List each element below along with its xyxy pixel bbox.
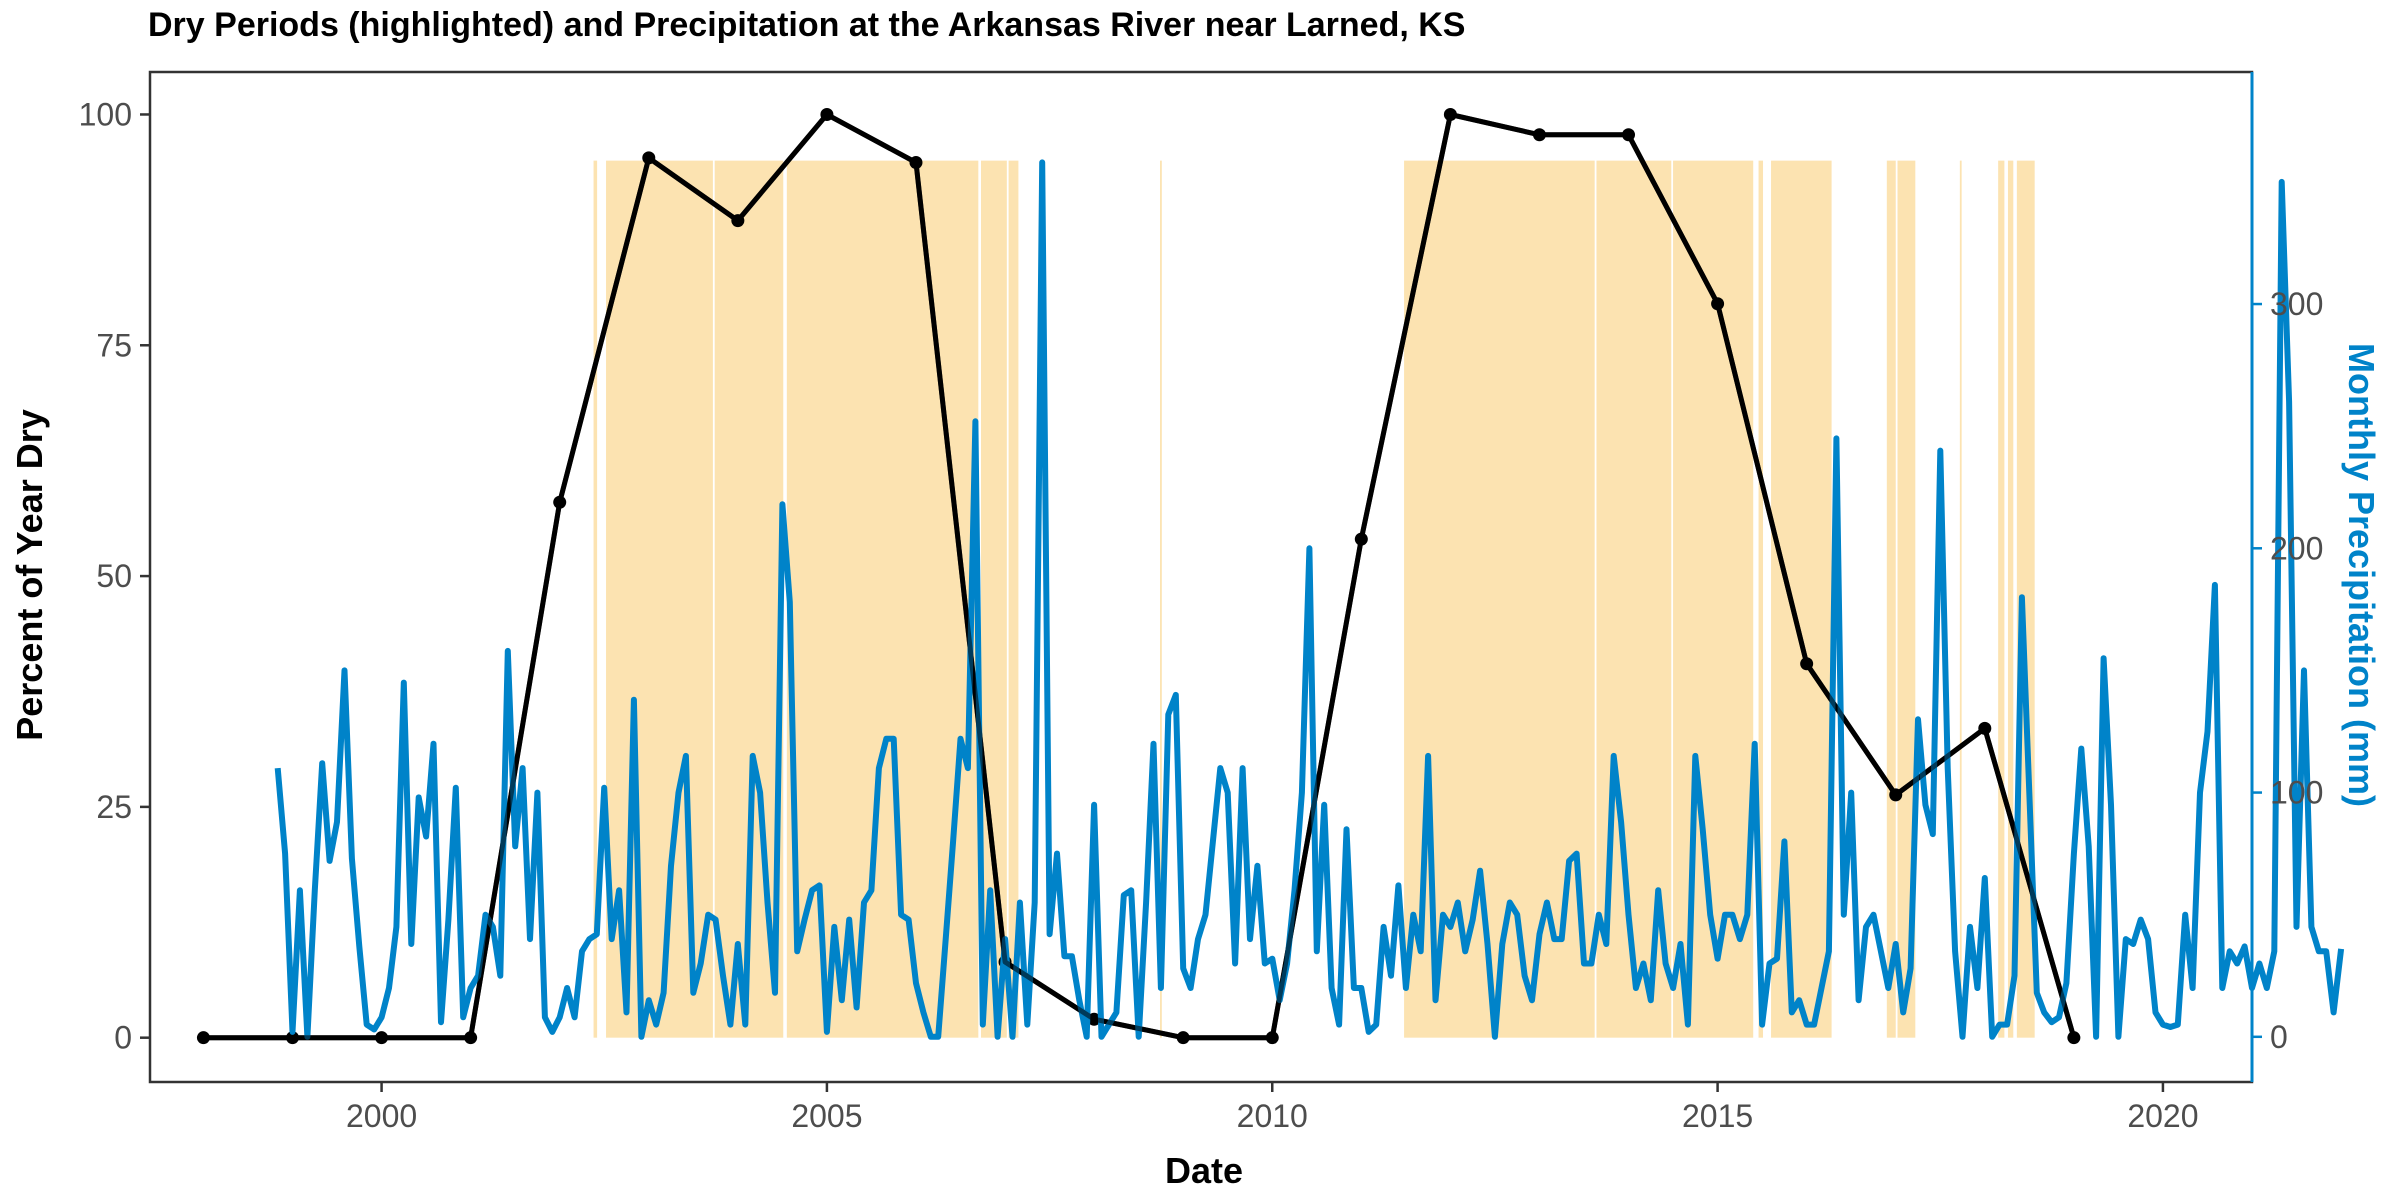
y-tick-label: 25	[96, 789, 132, 825]
dry-fraction-line-overlay	[203, 112, 2077, 1041]
axes: 2000 2005 2010 2015 2020 0 25 50 75 100 0 100 200 300	[79, 70, 2323, 1134]
dry-period-band	[981, 160, 1007, 1038]
x-tick-label: 2020	[2127, 1098, 2198, 1134]
y-tick-label: 75	[96, 327, 132, 363]
chart-title: Dry Periods (highlighted) and Precipitat…	[148, 6, 1466, 44]
y2-tick-label: 100	[2270, 775, 2323, 811]
y2-tick-label: 0	[2270, 1019, 2288, 1055]
dry-period-band	[593, 160, 598, 1038]
y-tick-label: 0	[114, 1020, 132, 1056]
y2-tick-label: 200	[2270, 530, 2323, 566]
dry-fraction-overlay	[203, 112, 2077, 1041]
secondary-y-axis-label: Monthly Precipitation (mm)	[2341, 343, 2382, 807]
dry-period-band	[1758, 160, 1764, 1038]
dry-period-band	[606, 160, 713, 1038]
x-axis-label: Date	[1165, 1150, 1243, 1191]
x-tick-label: 2000	[346, 1098, 417, 1134]
x-tick-label: 2015	[1682, 1098, 1753, 1134]
dry-period-band	[2007, 160, 2014, 1038]
dry-period-band	[1998, 160, 2005, 1038]
dry-period-band	[1404, 160, 1595, 1038]
dry-period-band	[1008, 160, 1019, 1038]
dry-period-band	[1160, 160, 1162, 1038]
dry-period-band	[1897, 160, 1916, 1038]
y-axis-label: Percent of Year Dry	[9, 409, 50, 741]
dry-period-band	[1959, 160, 1962, 1038]
y-tick-label: 50	[96, 558, 132, 594]
x-tick-label: 2010	[1237, 1098, 1308, 1134]
dry-period-band	[1886, 160, 1896, 1038]
x-tick-label: 2005	[791, 1098, 862, 1134]
y-tick-label: 100	[79, 96, 132, 132]
precipitation-line	[274, 159, 2345, 1040]
precipitation-series	[274, 159, 2345, 1040]
y2-tick-label: 300	[2270, 286, 2323, 322]
